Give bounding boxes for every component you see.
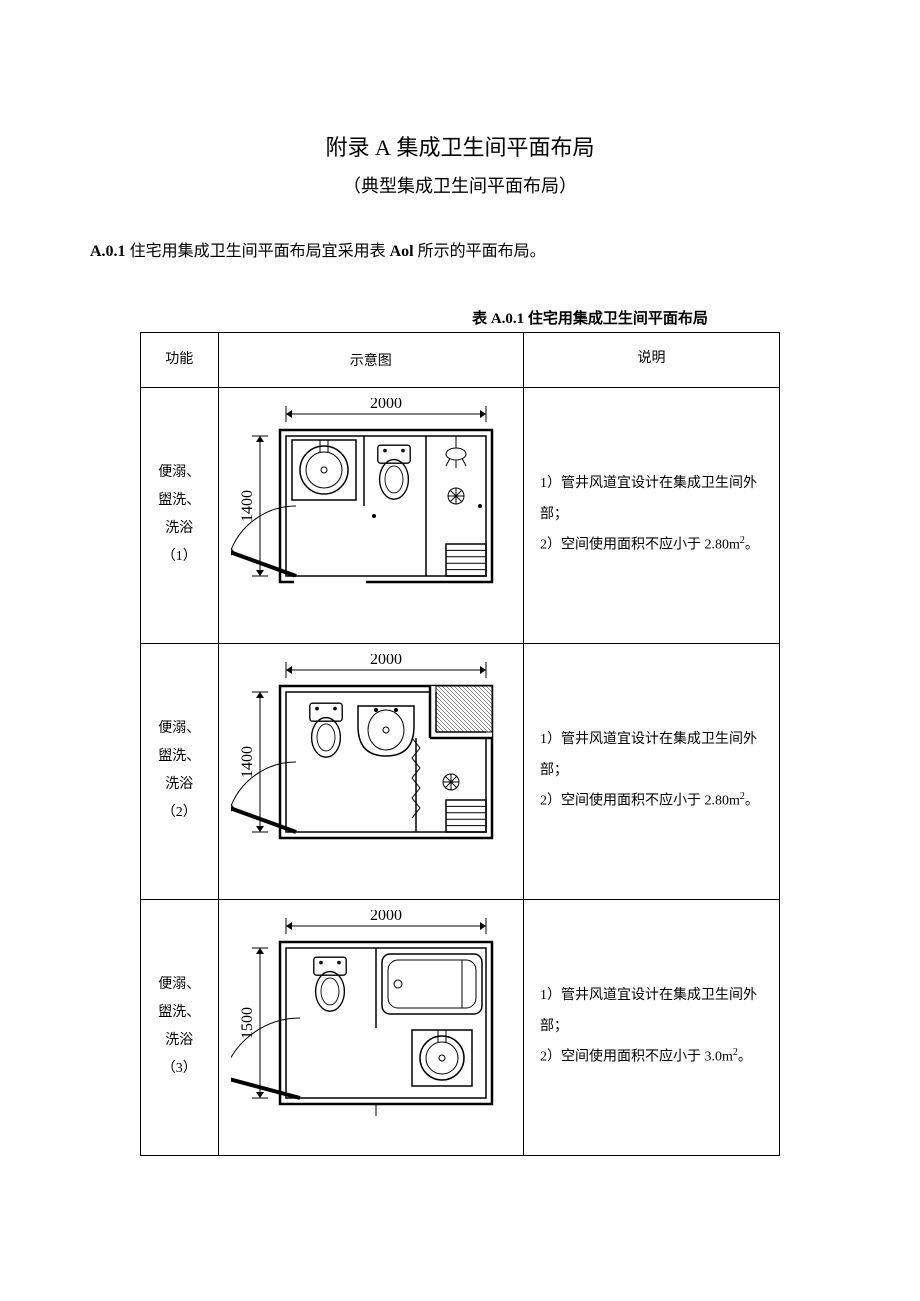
desc-cell: 1）管井风道宜设计在集成卫生间外部；2）空间使用面积不应小于 2.80m2。 [524, 387, 780, 643]
desc-cell: 1）管井风道宜设计在集成卫生间外部；2）空间使用面积不应小于 3.0m2。 [524, 899, 780, 1155]
desc-line-2: 2）空间使用面积不应小于 3.0m2。 [540, 1042, 763, 1073]
func-line: 盥洗、 [145, 999, 214, 1027]
intro-ref: Aol [390, 243, 414, 260]
title-prefix: 附录 [326, 135, 376, 160]
appendix-title: 附录 A 集成卫生间平面布局 [90, 130, 830, 162]
desc-cell: 1）管井风道宜设计在集成卫生间外部；2）空间使用面积不应小于 2.80m2。 [524, 643, 780, 899]
func-line: 洗浴 [145, 1027, 214, 1055]
svg-text:2000: 2000 [370, 910, 402, 924]
intro-text-1: 住宅用集成卫生间平面布局宜采用表 [126, 243, 390, 260]
intro-section-num: A.0.1 [90, 243, 126, 260]
diagram-cell: 2000 1400 [218, 387, 523, 643]
func-line: （1） [145, 543, 214, 571]
func-line: 盥洗、 [145, 743, 214, 771]
title-letter: A [375, 135, 391, 160]
func-line: 洗浴 [145, 515, 214, 543]
desc-line-2: 2）空间使用面积不应小于 2.80m2。 [540, 530, 763, 561]
func-cell: 便溺、盥洗、洗浴（1） [141, 387, 219, 643]
func-cell: 便溺、盥洗、洗浴（2） [141, 643, 219, 899]
title-suffix: 集成卫生间平面布局 [391, 135, 595, 160]
table-header-row: 功能 示意图 说明 [141, 332, 780, 387]
table-body: 便溺、盥洗、洗浴（1） 2000 [141, 387, 780, 1155]
svg-text:1400: 1400 [239, 490, 256, 522]
func-line: 便溺、 [145, 715, 214, 743]
floor-plan-diagram: 2000 1400 [231, 398, 511, 628]
svg-text:2000: 2000 [370, 654, 402, 668]
desc-line-1: 1）管井风道宜设计在集成卫生间外部； [540, 469, 763, 531]
func-line: （3） [145, 1055, 214, 1083]
svg-text:1400: 1400 [239, 746, 256, 778]
func-line: 便溺、 [145, 459, 214, 487]
svg-text:2000: 2000 [370, 398, 402, 412]
desc-line-1: 1）管井风道宜设计在集成卫生间外部； [540, 725, 763, 787]
table-row: 便溺、盥洗、洗浴（3） 2000 1500 1 [141, 899, 780, 1155]
func-line: 洗浴 [145, 771, 214, 799]
header-desc: 说明 [524, 332, 780, 387]
desc-line-1: 1）管井风道宜设计在集成卫生间外部； [540, 981, 763, 1043]
diagram-cell: 2000 1500 [218, 899, 523, 1155]
floor-plan-diagram: 2000 1500 [231, 910, 511, 1140]
func-line: （2） [145, 799, 214, 827]
table-row: 便溺、盥洗、洗浴（2） 2000 1400 1 [141, 643, 780, 899]
header-func: 功能 [141, 332, 219, 387]
func-line: 盥洗、 [145, 487, 214, 515]
floor-plan-diagram: 2000 1400 [231, 654, 511, 884]
header-diagram: 示意图 [218, 332, 523, 387]
diagram-cell: 2000 1400 [218, 643, 523, 899]
intro-text-2: 所示的平面布局。 [414, 243, 546, 260]
appendix-subtitle: （典型集成卫生间平面布局） [90, 172, 830, 198]
func-line: 便溺、 [145, 971, 214, 999]
intro-paragraph: A.0.1 住宅用集成卫生间平面布局宜采用表 Aol 所示的平面布局。 [90, 238, 830, 267]
table-caption: 表 A.0.1 住宅用集成卫生间平面布局 [90, 307, 830, 328]
layout-table: 功能 示意图 说明 便溺、盥洗、洗浴（1） [140, 332, 780, 1156]
table-row: 便溺、盥洗、洗浴（1） 2000 [141, 387, 780, 643]
func-cell: 便溺、盥洗、洗浴（3） [141, 899, 219, 1155]
svg-text:1500: 1500 [239, 1007, 256, 1039]
page: 附录 A 集成卫生间平面布局 （典型集成卫生间平面布局） A.0.1 住宅用集成… [0, 0, 920, 1206]
desc-line-2: 2）空间使用面积不应小于 2.80m2。 [540, 786, 763, 817]
